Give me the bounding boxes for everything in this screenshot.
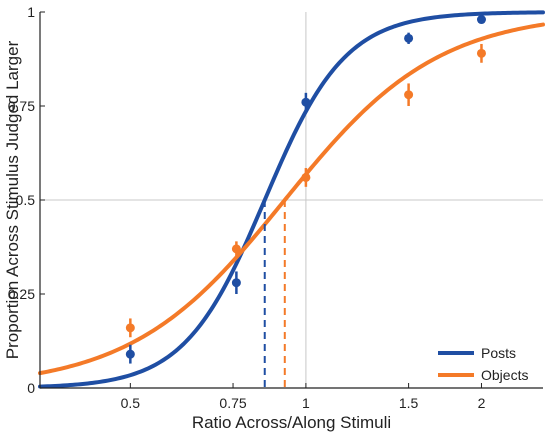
- y-tick-label: 1: [27, 4, 35, 20]
- data-point-objects: [301, 172, 311, 182]
- x-tick-label: 1: [302, 395, 310, 411]
- data-point-posts: [231, 278, 241, 288]
- y-axis-title: Proportion Across Stimulus Judged Larger: [3, 40, 22, 359]
- y-tick-label: 0.75: [8, 98, 35, 114]
- y-tick-label: 0.5: [16, 192, 36, 208]
- x-tick-label: 0.5: [121, 395, 141, 411]
- legend-label-posts: Posts: [481, 345, 516, 361]
- data-point-objects: [231, 244, 241, 254]
- x-tick-label: 1.5: [399, 395, 419, 411]
- legend: Posts Objects: [438, 345, 528, 383]
- pse-markers: [263, 200, 286, 388]
- y-tick-label: 0.25: [8, 286, 35, 302]
- data-point-objects: [125, 323, 135, 333]
- data-point-posts: [476, 15, 486, 25]
- legend-label-objects: Objects: [481, 367, 528, 383]
- reference-lines: [40, 12, 543, 388]
- x-axis-title: Ratio Across/Along Stimuli: [192, 413, 391, 432]
- data-point-objects: [404, 90, 414, 100]
- fit-curve-objects: [38, 22, 545, 376]
- axes: [39, 11, 543, 389]
- data-points: [125, 15, 486, 364]
- data-point-posts: [125, 349, 135, 359]
- x-tick-label: 2: [478, 395, 486, 411]
- data-point-posts: [404, 33, 414, 43]
- fit-curve-posts: [38, 10, 545, 389]
- data-point-posts: [301, 97, 311, 107]
- tick-labels: 0.5 0.75 1 1.5 2 0 0.25 0.5 0.75 1: [8, 4, 486, 411]
- x-tick-label: 0.75: [219, 395, 246, 411]
- y-tick-label: 0: [27, 380, 35, 396]
- fit-curves: [38, 10, 545, 389]
- data-point-objects: [476, 48, 486, 58]
